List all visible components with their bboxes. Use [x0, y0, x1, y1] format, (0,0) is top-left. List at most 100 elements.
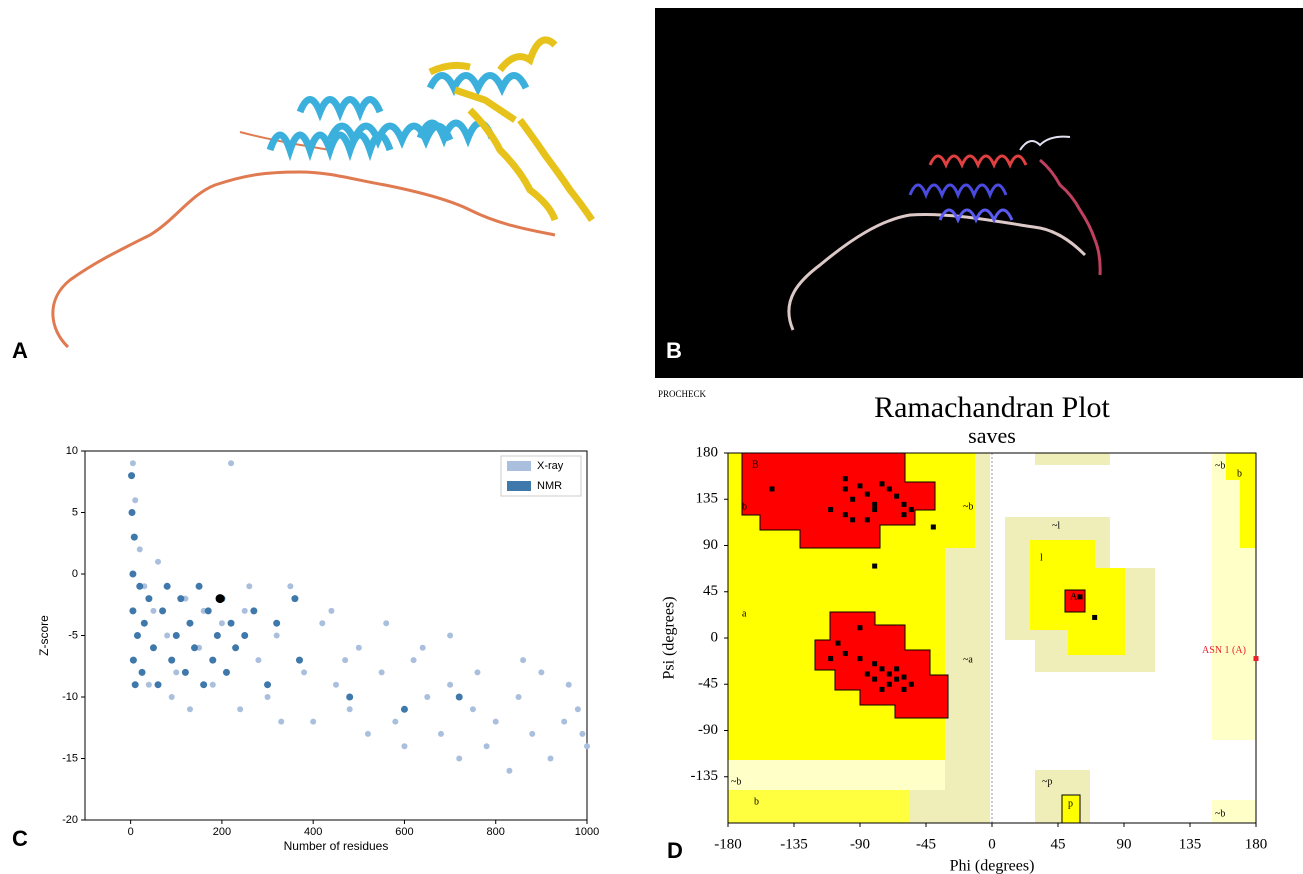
region-label: b — [1237, 468, 1242, 479]
x-tick-label: 45 — [1051, 836, 1066, 852]
region-label: ~b — [1215, 460, 1225, 471]
residue-point — [857, 483, 863, 489]
data-point — [155, 558, 162, 565]
region-label: b — [754, 796, 759, 807]
data-point — [342, 657, 349, 664]
x-tick-label: -90 — [850, 836, 870, 852]
data-point — [333, 681, 339, 688]
data-point — [287, 583, 294, 590]
residue-point — [850, 496, 856, 502]
data-point — [149, 644, 157, 652]
data-point — [301, 669, 308, 676]
y-tick-label: -10 — [62, 691, 78, 703]
residue-point — [850, 517, 856, 523]
residue-point — [886, 486, 892, 492]
residue-point — [864, 671, 870, 677]
protein-structure-a — [51, 36, 595, 349]
residue-point — [901, 512, 907, 518]
data-point — [204, 607, 212, 615]
residue-point — [901, 501, 907, 507]
y-tick-label: -5 — [68, 629, 78, 641]
region-label: l — [1040, 552, 1043, 563]
data-point — [145, 595, 153, 603]
residue-point — [857, 625, 863, 631]
residue-point — [901, 686, 907, 692]
y-tick-label: -15 — [62, 752, 78, 764]
data-point — [195, 582, 203, 590]
y-tick-label: 0 — [711, 629, 719, 645]
data-point — [561, 718, 568, 725]
data-point — [346, 693, 354, 701]
chart-title: Ramachandran Plot — [874, 391, 1110, 424]
y-tick-label: 5 — [72, 506, 78, 518]
x-axis-label: Phi (degrees) — [950, 858, 1035, 874]
residue-point — [886, 671, 892, 677]
data-point — [209, 681, 216, 688]
data-point — [159, 607, 167, 615]
residue-point — [1077, 594, 1083, 600]
data-point — [383, 620, 390, 627]
data-point — [424, 694, 431, 700]
data-point — [574, 706, 581, 713]
residue-point — [842, 476, 848, 482]
legend-label: X-ray — [537, 460, 564, 472]
data-point — [547, 755, 554, 762]
data-point — [515, 694, 522, 700]
data-point — [228, 460, 235, 467]
residue-point — [842, 650, 848, 656]
data-point — [319, 620, 326, 627]
data-point — [295, 656, 303, 664]
y-tick-label: 180 — [696, 444, 719, 460]
panel-label: A — [12, 338, 28, 363]
legend-swatch — [507, 461, 531, 471]
data-point — [129, 460, 136, 467]
data-point — [168, 694, 175, 700]
data-point — [273, 619, 281, 627]
region-label: ~b — [731, 776, 741, 787]
residue-point — [864, 517, 870, 523]
data-point — [227, 619, 235, 627]
data-point — [154, 681, 162, 689]
legend-swatch — [507, 481, 531, 491]
data-point — [136, 582, 144, 590]
data-point — [401, 743, 408, 750]
region-label: ~b — [1215, 808, 1225, 819]
data-point — [419, 644, 426, 651]
data-point — [186, 619, 194, 627]
x-tick-label: -45 — [916, 836, 936, 852]
protein-structure-b — [787, 135, 1102, 331]
data-point — [538, 669, 545, 676]
data-point — [447, 632, 454, 639]
data-point — [191, 644, 199, 652]
residue-point — [886, 681, 892, 687]
y-tick-label: 10 — [66, 445, 78, 457]
y-tick-label: -135 — [691, 768, 719, 784]
region-label: ~a — [963, 654, 973, 665]
data-point — [579, 730, 586, 737]
data-point — [392, 718, 399, 725]
data-point — [138, 668, 146, 676]
region-label: a — [742, 608, 747, 619]
y-axis-label: Z-score — [37, 615, 51, 656]
data-point — [291, 595, 299, 603]
x-tick-label: 200 — [213, 826, 231, 838]
data-point — [186, 706, 193, 713]
y-tick-label: 90 — [703, 537, 718, 553]
data-point — [410, 657, 417, 664]
data-point — [130, 533, 138, 541]
data-point — [213, 632, 221, 639]
residue-point — [872, 676, 878, 682]
data-point — [232, 644, 240, 652]
residue-point — [894, 676, 900, 682]
residue-point — [908, 681, 914, 687]
x-tick-label: 90 — [1117, 836, 1132, 852]
data-point — [310, 718, 317, 725]
data-point — [255, 657, 262, 664]
data-point — [264, 694, 271, 700]
data-point — [164, 632, 171, 639]
residue-point — [872, 507, 878, 513]
residue-point — [872, 501, 878, 507]
residue-point — [769, 486, 775, 492]
data-point — [400, 705, 408, 713]
